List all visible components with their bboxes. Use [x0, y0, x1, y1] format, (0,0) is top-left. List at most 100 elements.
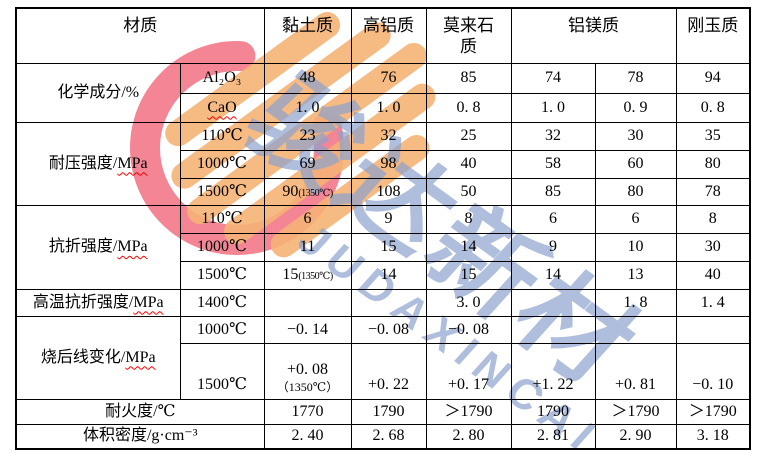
value-cell: [350, 288, 427, 317]
row-sub-label: 1500℃: [179, 260, 265, 290]
value-cell: 69: [263, 149, 352, 179]
value-cell: +0. 81: [594, 342, 677, 400]
value-cell: 1790: [350, 398, 427, 425]
row-sub-label: 110℃: [179, 121, 265, 151]
value-cell: 3. 0: [425, 288, 512, 317]
value-cell: 1. 0: [350, 92, 427, 123]
value-cell: 74: [510, 62, 596, 94]
table-row: 化学成分/% Al₂O₃ 48 76 85 74 78 94: [15, 62, 751, 123]
column-header: 刚玉质: [675, 7, 751, 64]
value-cell: ＞1790: [594, 398, 677, 425]
table-body: 化学成分/% Al₂O₃ 48 76 85 74 78 94 CaO 1. 0 1. 0 0. 8 1.…: [15, 62, 751, 450]
table-row: 耐火度/℃ 1770 1790 ＞1790 1790 ＞1790 ＞1790: [15, 398, 751, 425]
value-cell: 32: [510, 121, 596, 151]
value-cell: 108: [350, 177, 427, 206]
column-header: 铝镁质: [510, 7, 677, 64]
value-cell: 0. 9: [594, 92, 677, 123]
value-cell: 14: [425, 232, 512, 262]
value-cell: 1. 8: [594, 288, 677, 317]
table-row: 1500℃ 15(1350℃) 14 15 14 13 40: [16, 260, 751, 290]
value-cell: 15(1350℃): [263, 260, 352, 290]
value-cell: 15: [425, 260, 512, 290]
value-cell: 8: [425, 204, 512, 234]
value-cell: +0. 17: [425, 342, 512, 400]
value-cell: +0. 22: [350, 342, 427, 400]
row-sub-label: 110℃: [179, 204, 265, 234]
value-cell: 30: [675, 232, 751, 262]
row-sub-label: 1000℃: [179, 315, 265, 344]
value-cell: 15: [350, 232, 427, 262]
value-cell: 8: [675, 204, 751, 234]
table-header: 材质 黏土质 高铝质 莫来石质 铝镁质 刚玉质: [15, 7, 751, 64]
value-cell: 78: [675, 177, 751, 206]
value-cell: 25: [425, 121, 512, 151]
row-sub-label: 1500℃: [179, 177, 265, 206]
value-cell: 1. 4: [675, 288, 751, 317]
value-cell: 58: [510, 149, 596, 179]
value-cell: 40: [425, 149, 512, 179]
value-cell: 35: [675, 121, 751, 151]
column-header: 莫来石质: [425, 7, 512, 64]
table-row: 体积密度/g·cm⁻³ 2. 40 2. 68 2. 80 2. 81 2. 90 3. 1…: [15, 423, 751, 450]
value-cell: 9: [350, 204, 427, 234]
row-group-label: 抗折强度/MPa: [15, 204, 181, 290]
row-group-label: 化学成分/%: [15, 62, 181, 123]
value-cell: −0. 08: [425, 315, 512, 344]
value-cell: 40: [675, 260, 751, 290]
value-cell: [510, 315, 596, 344]
value-cell: 14: [510, 260, 596, 290]
value-cell: 98: [350, 149, 427, 179]
value-cell: −0. 10: [675, 342, 751, 400]
value-cell: 0. 8: [675, 92, 751, 123]
value-cell: 30: [594, 121, 677, 151]
value-cell: 85: [510, 177, 596, 206]
value-cell: 3. 18: [675, 423, 751, 450]
value-cell: 1790: [510, 398, 596, 425]
value-cell: 0. 8: [425, 92, 512, 123]
value-cell: [594, 315, 677, 344]
value-cell: 94: [675, 62, 751, 94]
value-cell: 11: [263, 232, 352, 262]
value-cell: 1. 0: [263, 92, 352, 123]
value-cell: 78: [594, 62, 677, 94]
value-cell: 13: [594, 260, 677, 290]
value-cell: 2. 80: [425, 423, 512, 450]
value-cell: 2. 68: [350, 423, 427, 450]
row-sub-label: 1000℃: [179, 232, 265, 262]
value-cell: ＞1790: [675, 398, 751, 425]
row-sub-label: Al₂O₃: [179, 62, 265, 94]
value-cell: 80: [594, 177, 677, 206]
value-cell: 2. 40: [263, 423, 352, 450]
table-row: 抗折强度/MPa 110℃ 6 9 8 6 6 8: [15, 204, 751, 290]
value-cell: 2. 90: [594, 423, 677, 450]
value-cell: 48: [263, 62, 352, 94]
value-cell: 1. 0: [510, 92, 596, 123]
row-sub-label: 1000℃: [179, 149, 265, 179]
value-cell: 6: [594, 204, 677, 234]
row-group-label: 耐压强度/MPa: [15, 121, 181, 206]
column-header: 黏土质: [263, 7, 352, 64]
value-cell: +0. 08 （1350℃）: [263, 342, 352, 400]
value-cell: 6: [263, 204, 352, 234]
row-group-label: 高温抗折强度/MPa: [15, 288, 181, 317]
row-sub-label: 1500℃: [179, 342, 265, 400]
column-header: 材质: [15, 7, 265, 64]
value-cell: 60: [594, 149, 677, 179]
column-header: 高铝质: [350, 7, 427, 64]
value-cell: 14: [350, 260, 427, 290]
value-cell: ＞1790: [425, 398, 512, 425]
value-cell: 32: [350, 121, 427, 151]
value-cell: −0. 08: [350, 315, 427, 344]
value-cell: 9: [510, 232, 596, 262]
table-row: 耐压强度/MPa 110℃ 23 32 25 32 30 35: [15, 121, 751, 206]
value-cell: 2. 81: [510, 423, 596, 450]
row-group-label: 耐火度/℃: [15, 398, 265, 425]
value-cell: 80: [675, 149, 751, 179]
row-group-label: 体积密度/g·cm⁻³: [15, 423, 265, 450]
value-cell: 23: [263, 121, 352, 151]
value-cell: 76: [350, 62, 427, 94]
value-cell: 85: [425, 62, 512, 94]
value-cell: −0. 14: [263, 315, 352, 344]
materials-properties-table: 材质 黏土质 高铝质 莫来石质 铝镁质 刚玉质 化学成分/% Al₂O₃ 48 76 85 74 78…: [15, 7, 751, 450]
